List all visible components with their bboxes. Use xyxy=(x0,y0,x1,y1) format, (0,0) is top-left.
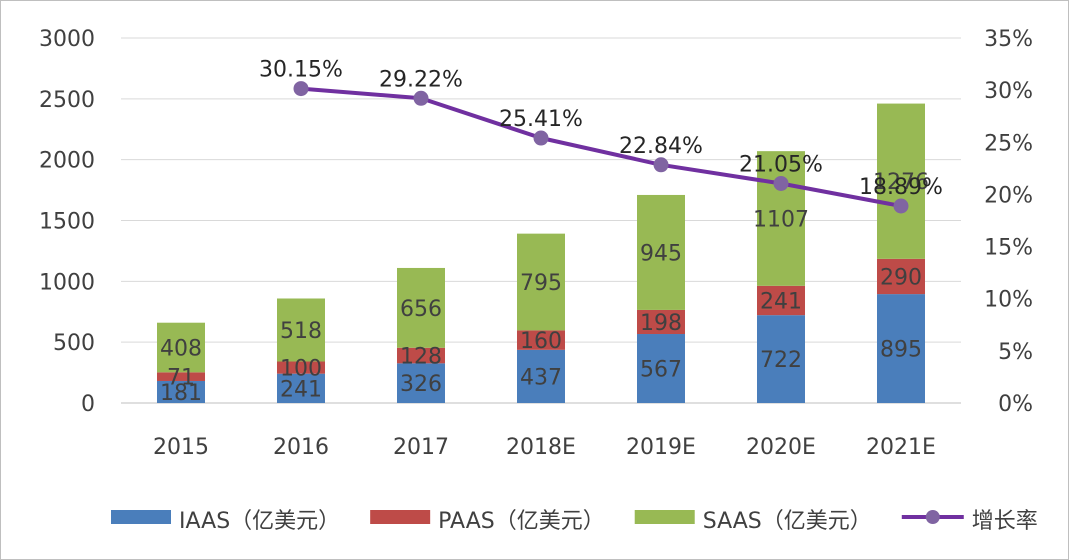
y-right-tick-label: 10% xyxy=(984,288,1033,313)
bar-segment xyxy=(517,330,565,350)
growth-label: 21.05% xyxy=(739,152,823,177)
bar-segment xyxy=(757,285,805,316)
data-label: 656 xyxy=(400,297,442,322)
bar-segment xyxy=(277,361,325,374)
legend-label: IAAS（亿美元） xyxy=(179,509,340,534)
data-label: 945 xyxy=(640,241,682,266)
growth-point xyxy=(773,175,789,191)
growth-label: 22.84% xyxy=(619,134,703,159)
y-left-tick-label: 0 xyxy=(81,392,95,417)
legend: IAAS（亿美元） PAAS（亿美元） SAAS（亿美元） 增长率 xyxy=(111,509,1038,534)
growth-line: 30.15% 29.22% 25.41% 22.84% 21.05% 18.89% xyxy=(259,58,943,214)
y-right-tick-label: 30% xyxy=(984,79,1033,104)
data-label: 518 xyxy=(280,319,322,344)
bar-segment xyxy=(397,347,445,364)
y-right-tick-label: 0% xyxy=(998,392,1033,417)
bar-segment xyxy=(277,373,325,403)
x-tick-label: 2018E xyxy=(506,435,576,460)
bar-segment xyxy=(517,233,565,331)
y-left-tick-label: 2000 xyxy=(39,149,95,174)
data-label: 160 xyxy=(520,329,562,354)
legend-swatch xyxy=(370,510,431,524)
bar-segment xyxy=(637,334,685,403)
growth-point xyxy=(533,130,549,146)
legend-label: PAAS（亿美元） xyxy=(438,509,605,534)
y-right-tick-label: 25% xyxy=(984,131,1033,156)
data-label: 326 xyxy=(400,372,442,397)
growth-label: 29.22% xyxy=(379,67,463,92)
bar-segment xyxy=(397,363,445,403)
watermark: 大数跨境 xyxy=(11,532,97,551)
y-left-tick-label: 1000 xyxy=(39,270,95,295)
growth-label: 18.89% xyxy=(859,175,943,200)
y-left-tick-label: 3000 xyxy=(39,27,95,52)
data-label: 241 xyxy=(760,289,802,314)
growth-point xyxy=(413,90,429,106)
y-right-tick-label: 20% xyxy=(984,183,1033,208)
segment-labels: 1817140824110051832612865643716079556719… xyxy=(160,170,929,406)
data-label: 181 xyxy=(160,381,202,406)
bar-segment xyxy=(637,309,685,335)
bar-segment xyxy=(877,103,925,259)
growth-label: 30.15% xyxy=(259,58,343,83)
y-right-tick-label: 5% xyxy=(998,340,1033,365)
watermark-logo-icon xyxy=(11,532,27,548)
data-label: 100 xyxy=(280,357,322,382)
data-label: 895 xyxy=(880,338,922,363)
data-label: 290 xyxy=(880,265,922,290)
growth-label: 25.41% xyxy=(499,107,583,132)
bar-segment xyxy=(877,258,925,295)
y-left-tick-label: 500 xyxy=(53,331,95,356)
y-left-tick-label: 1500 xyxy=(39,210,95,235)
data-label: 1107 xyxy=(753,207,809,232)
legend-label: 增长率 xyxy=(972,509,1038,534)
y-left-tick-label: 2500 xyxy=(39,88,95,113)
bars xyxy=(157,103,925,403)
data-label: 567 xyxy=(640,358,682,383)
axes: 0 500 1000 1500 2000 2500 3000 0% 5% 10% 15% 20% 25%… xyxy=(39,27,1033,460)
x-tick-label: 2019E xyxy=(626,435,696,460)
bar-segment xyxy=(157,372,205,381)
bar-segment xyxy=(877,294,925,403)
data-label: 71 xyxy=(167,366,195,391)
bar-segment xyxy=(397,267,445,348)
bar-segment xyxy=(757,151,805,286)
growth-point xyxy=(653,157,669,173)
y-right-tick-label: 35% xyxy=(984,27,1033,52)
legend-swatch xyxy=(111,510,171,524)
bar-segment xyxy=(757,315,805,403)
x-tick-label: 2017 xyxy=(393,435,449,460)
data-label: 722 xyxy=(760,348,802,373)
y-right-tick-label: 15% xyxy=(984,236,1033,261)
watermark-text: 大数跨境 xyxy=(33,532,97,551)
growth-point xyxy=(293,81,309,97)
bar-segment xyxy=(517,349,565,403)
data-label: 437 xyxy=(520,365,562,390)
legend-swatch xyxy=(634,510,695,524)
data-label: 795 xyxy=(520,271,562,296)
bar-segment xyxy=(637,194,685,310)
data-label: 241 xyxy=(280,377,322,402)
growth-line-path xyxy=(300,86,902,208)
growth-point xyxy=(893,198,909,214)
bar-segment xyxy=(157,322,205,373)
x-tick-label: 2016 xyxy=(273,435,329,460)
legend-line-marker xyxy=(925,510,940,524)
data-label: 128 xyxy=(400,345,442,370)
x-tick-label: 2021E xyxy=(866,435,936,460)
data-label: 198 xyxy=(640,311,682,336)
x-tick-label: 2020E xyxy=(746,435,816,460)
data-label: 408 xyxy=(160,337,202,362)
bar-segment xyxy=(157,380,205,403)
bar-segment xyxy=(277,298,325,362)
data-label: 1276 xyxy=(873,170,929,195)
x-tick-label: 2015 xyxy=(153,435,209,460)
legend-label: SAAS（亿美元） xyxy=(703,509,872,534)
